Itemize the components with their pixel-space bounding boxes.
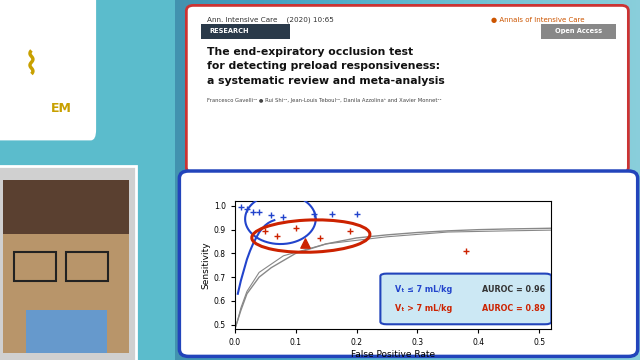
Point — [272, 233, 282, 238]
Text: EM: EM — [51, 102, 72, 114]
Bar — [67, 252, 108, 281]
FancyBboxPatch shape — [0, 0, 96, 140]
Point — [266, 212, 276, 218]
Point — [248, 209, 258, 215]
Text: for detecting preload responsiveness:: for detecting preload responsiveness: — [207, 61, 440, 71]
Point — [278, 214, 289, 220]
Text: ⌇: ⌇ — [24, 50, 39, 79]
FancyBboxPatch shape — [186, 5, 628, 173]
Point — [254, 209, 264, 215]
Point — [260, 228, 270, 234]
Text: The end-expiratory occlusion test: The end-expiratory occlusion test — [207, 47, 413, 57]
FancyBboxPatch shape — [201, 24, 290, 39]
Point — [327, 211, 337, 217]
FancyBboxPatch shape — [541, 24, 616, 39]
Bar — [3, 180, 129, 234]
Point — [236, 204, 246, 210]
Point — [346, 228, 356, 234]
Text: a systematic review and meta-analysis: a systematic review and meta-analysis — [207, 76, 445, 86]
Text: AUROC = 0.89: AUROC = 0.89 — [482, 305, 545, 313]
Text: RESEARCH: RESEARCH — [210, 28, 249, 34]
Text: ● Annals of Intensive Care: ● Annals of Intensive Care — [491, 17, 584, 23]
Bar — [14, 252, 56, 281]
Point — [291, 226, 301, 231]
X-axis label: False Positive Rate: False Positive Rate — [351, 350, 435, 359]
Bar — [3, 180, 129, 353]
FancyBboxPatch shape — [0, 166, 136, 360]
Text: Francesco Gavelli¹² ● Rui Shi¹², Jean-Louis Teboul¹², Danila Azzolina³ and Xavie: Francesco Gavelli¹² ● Rui Shi¹², Jean-Lo… — [207, 98, 442, 103]
Point — [300, 240, 310, 246]
Point — [315, 235, 325, 241]
Bar — [26, 310, 107, 353]
Point — [242, 207, 252, 212]
Point — [461, 248, 471, 254]
FancyBboxPatch shape — [179, 171, 637, 356]
Text: Ann. Intensive Care    (2020) 10:65: Ann. Intensive Care (2020) 10:65 — [207, 17, 334, 23]
Point — [351, 211, 362, 217]
Text: Open Access: Open Access — [555, 28, 602, 34]
Text: AUROC = 0.96: AUROC = 0.96 — [482, 284, 545, 293]
FancyBboxPatch shape — [380, 274, 551, 324]
Text: Vₜ ≤ 7 mL/kg: Vₜ ≤ 7 mL/kg — [395, 284, 452, 293]
Text: Vₜ > 7 mL/kg: Vₜ > 7 mL/kg — [395, 305, 452, 313]
Y-axis label: Sensitivity: Sensitivity — [202, 242, 211, 289]
Point — [308, 211, 319, 217]
